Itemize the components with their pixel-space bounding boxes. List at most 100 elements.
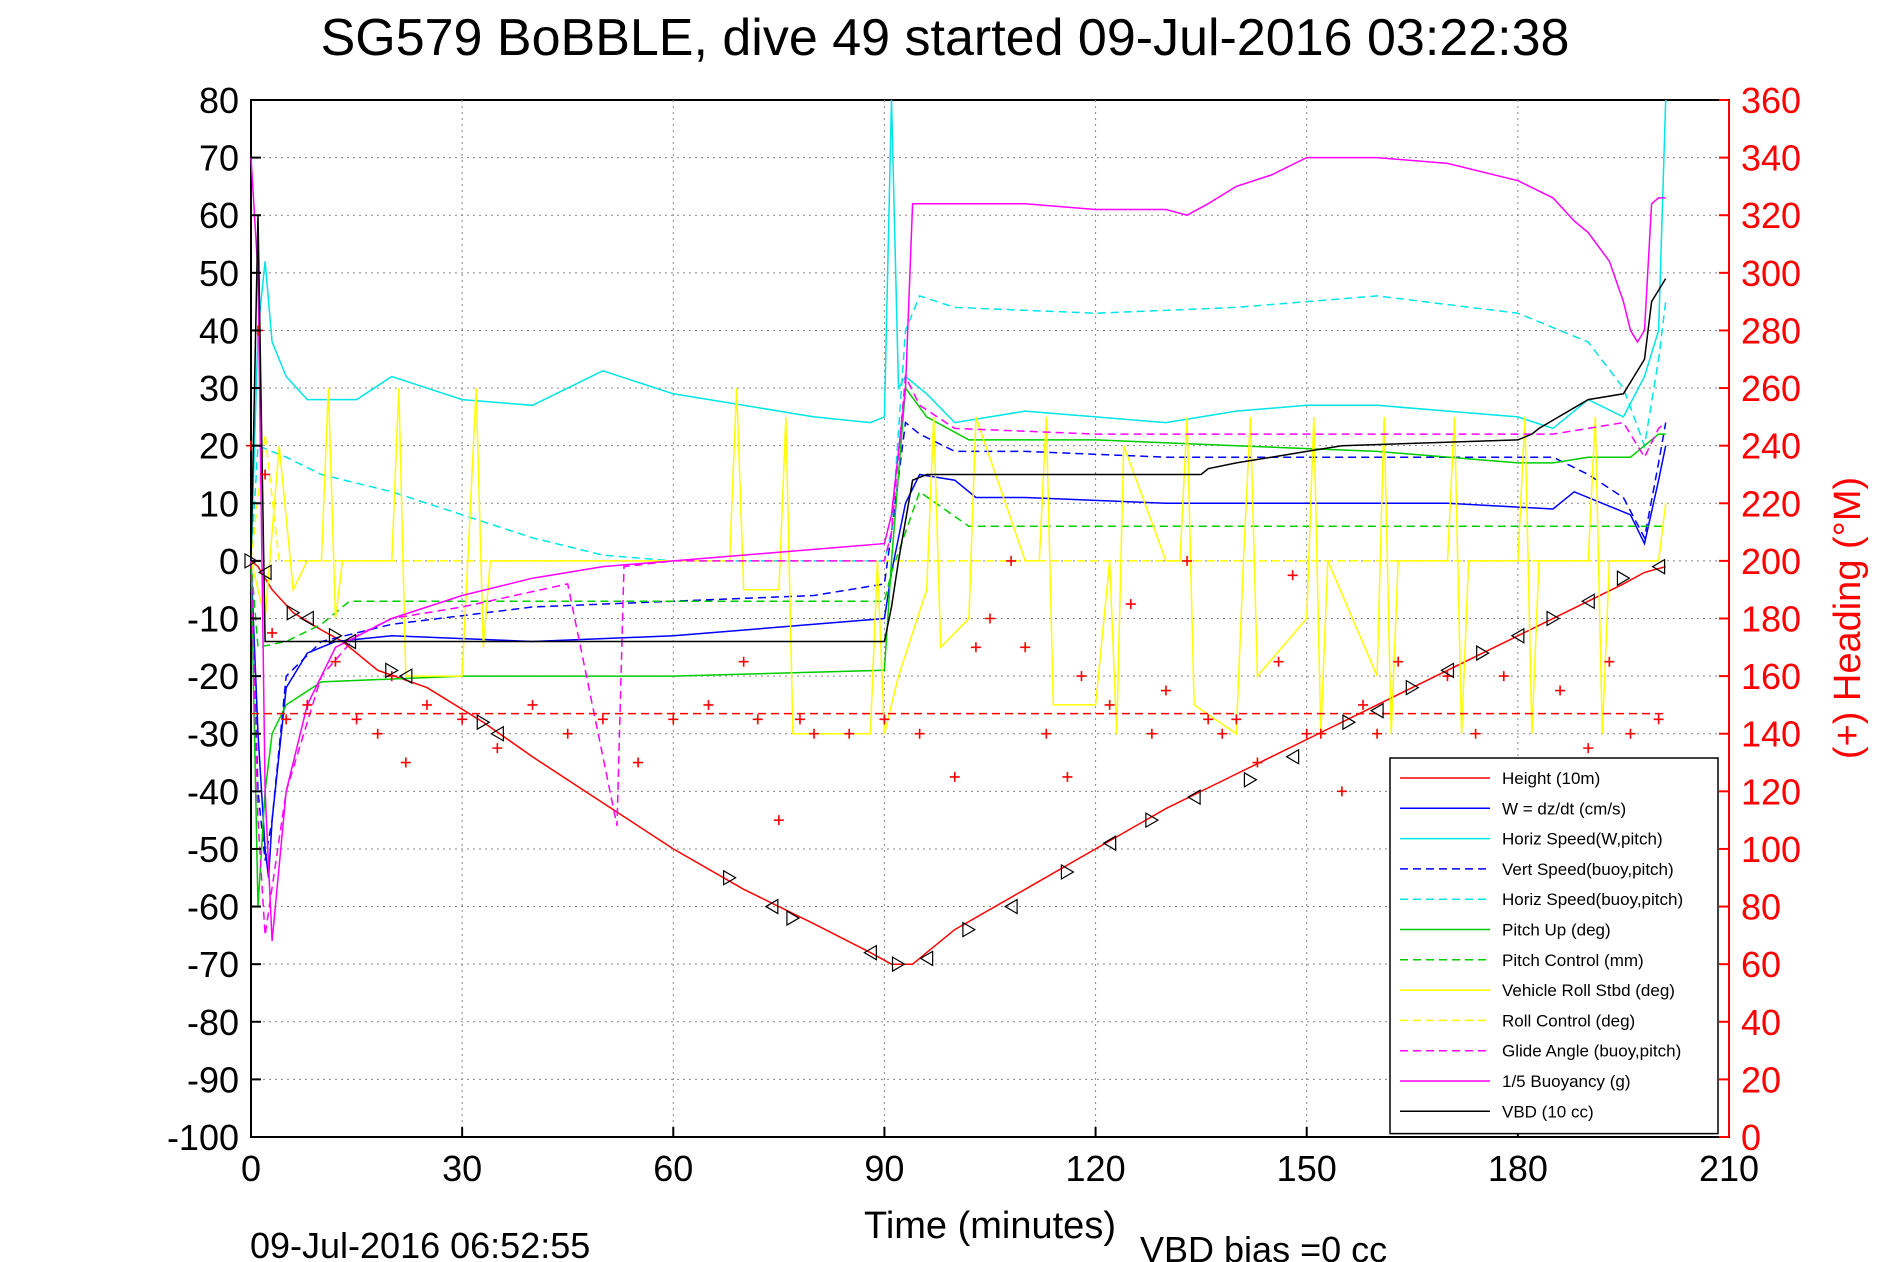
series-line-4 [250, 294, 1667, 562]
heading-marker [1203, 714, 1214, 725]
y-right-tick-label: 80 [1741, 887, 1781, 928]
legend-label: Vehicle Roll Stbd (deg) [1502, 981, 1675, 1000]
heading-marker [809, 728, 820, 739]
height-sample-marker [385, 662, 399, 679]
y-tick-label: -30 [187, 714, 239, 755]
heading-marker [1020, 642, 1031, 653]
heading-marker [668, 714, 679, 725]
height-sample-marker [1651, 558, 1666, 575]
height-sample-marker [919, 950, 934, 967]
heading-marker [752, 714, 763, 725]
height-sample-marker [1616, 570, 1631, 587]
y-tick-label: 70 [199, 138, 239, 179]
height-sample-marker [490, 725, 504, 742]
height-sample-marker [244, 552, 259, 569]
y-right-tick-label: 160 [1741, 656, 1801, 697]
heading-marker [1273, 656, 1284, 667]
series-line-7 [250, 388, 1667, 736]
legend: Height (10m) W = dz/dt (cm/s) Horiz Speed(… [1389, 757, 1719, 1135]
height-sample-marker [342, 633, 357, 650]
heading-marker [1393, 656, 1404, 667]
heading-marker [421, 699, 432, 710]
heading-marker [330, 656, 341, 667]
height-sample-marker [1369, 702, 1384, 719]
series-line-11 [250, 215, 1667, 643]
heading-marker [281, 714, 292, 725]
heading-marker [949, 771, 960, 782]
y-right-tick-label: 40 [1741, 1002, 1781, 1043]
heading-marker [1160, 685, 1171, 696]
heading-marker [492, 743, 503, 754]
heading-marker [1104, 699, 1115, 710]
legend-label: Horiz Speed(buoy,pitch) [1502, 890, 1683, 909]
y-right-tick-label: 120 [1741, 771, 1801, 812]
heading-marker [1358, 699, 1369, 710]
heading-marker [267, 627, 278, 638]
series-lines [244, 99, 1667, 973]
height-sample-marker [891, 956, 906, 973]
heading-marker [372, 728, 383, 739]
heading-marker [527, 699, 538, 710]
y-right-tick-label: 260 [1741, 368, 1801, 409]
height-sample-marker [1145, 812, 1160, 829]
heading-marker [773, 815, 784, 826]
x-tick-label: 0 [241, 1148, 261, 1189]
heading-marker [879, 714, 890, 725]
heading-marker [1006, 555, 1017, 566]
legend-label: Pitch Up (deg) [1502, 921, 1611, 940]
heading-marker [260, 469, 271, 480]
heading-marker [914, 728, 925, 739]
height-sample-marker [1003, 898, 1018, 915]
x-tick-label: 30 [442, 1148, 482, 1189]
y-tick-label: -40 [187, 771, 239, 812]
heading-marker [703, 699, 714, 710]
y-right-tick-label: 360 [1741, 80, 1801, 121]
x-tick-label: 150 [1277, 1148, 1337, 1189]
x-tick-label: 60 [653, 1148, 693, 1189]
y-right-tick-label: 340 [1741, 138, 1801, 179]
legend-label: Vert Speed(buoy,pitch) [1502, 860, 1674, 879]
y-right-tick-label: 100 [1741, 829, 1801, 870]
series-line-6 [250, 490, 1666, 649]
heading-marker [400, 757, 411, 768]
series-line-3 [250, 421, 1667, 861]
heading-marker [1301, 728, 1312, 739]
y-tick-label: -90 [187, 1059, 239, 1100]
height-sample-marker [1440, 662, 1455, 679]
height-sample-marker [328, 627, 343, 644]
height-sample-marker [863, 944, 877, 961]
y-right-tick-label: 300 [1741, 253, 1801, 294]
y-tick-label: 80 [199, 80, 239, 121]
y-tick-label: 50 [199, 253, 239, 294]
y-tick-label: -20 [187, 656, 239, 697]
height-sample-marker [1243, 771, 1258, 788]
height-sample-marker [476, 714, 491, 731]
series-line-8 [250, 434, 1666, 562]
y-tick-label: 0 [219, 541, 239, 582]
heading-marker [1041, 728, 1052, 739]
height-sample-marker [722, 869, 737, 886]
y-tick-label: -100 [167, 1117, 239, 1158]
series-line-9 [250, 373, 1667, 936]
heading-marker [1315, 728, 1326, 739]
heading-marker [1125, 599, 1136, 610]
y-tick-label: -70 [187, 944, 239, 985]
y-right-tick-label: 280 [1741, 310, 1801, 351]
series-line-2 [250, 99, 1667, 561]
height-sample-marker [300, 610, 314, 627]
heading-marker [351, 714, 362, 725]
y-right-tick-label: 20 [1741, 1059, 1781, 1100]
height-sample-marker [286, 604, 301, 621]
heading-marker [633, 757, 644, 768]
footer-vbd-bias: VBD bias =0 cc [1140, 1229, 1387, 1262]
height-sample-marker [962, 921, 977, 938]
heading-marker [1498, 671, 1509, 682]
y-tick-label: 20 [199, 426, 239, 467]
heading-marker [597, 714, 608, 725]
series-line-10 [250, 156, 1666, 942]
x-axis-label: Time (minutes) [864, 1205, 1116, 1247]
height-sample-marker [786, 910, 801, 927]
y-right-tick-label: 0 [1741, 1117, 1761, 1158]
heading-marker [302, 699, 313, 710]
heading-marker [844, 728, 855, 739]
